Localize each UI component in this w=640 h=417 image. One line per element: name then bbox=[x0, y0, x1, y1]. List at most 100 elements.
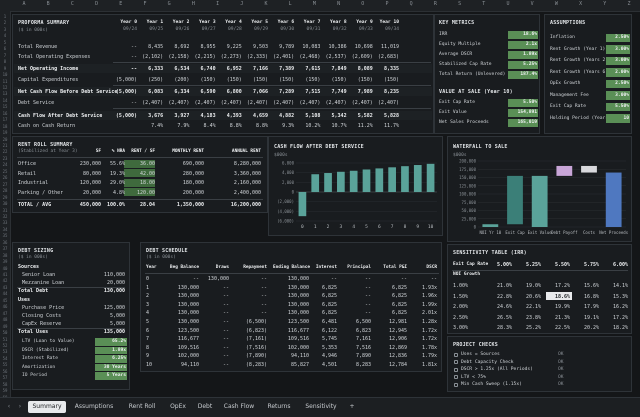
row-header[interactable]: 53 bbox=[2, 349, 8, 355]
row-header[interactable]: 26 bbox=[2, 175, 8, 181]
assumption-cell-bg[interactable] bbox=[606, 68, 630, 77]
row-header[interactable]: 31 bbox=[2, 207, 8, 213]
rent-roll-cell[interactable]: 120.00 bbox=[136, 189, 155, 196]
row-header[interactable]: 37 bbox=[2, 246, 8, 252]
row-header[interactable]: 24 bbox=[2, 162, 8, 168]
column-header[interactable]: D bbox=[95, 1, 99, 7]
rent-cell-bg[interactable] bbox=[124, 178, 155, 187]
row-header[interactable]: 5 bbox=[3, 39, 7, 45]
ratio-value[interactable]: 1.89x bbox=[112, 347, 126, 353]
column-header[interactable]: I bbox=[216, 1, 220, 7]
sheet-tab[interactable]: Returns bbox=[267, 403, 291, 410]
column-header[interactable]: V bbox=[530, 1, 534, 7]
column-header[interactable]: G bbox=[167, 1, 171, 7]
row-header[interactable]: 47 bbox=[2, 310, 8, 316]
sensitivity-cell[interactable]: 25.2% bbox=[525, 325, 541, 331]
column-header[interactable]: E bbox=[119, 1, 123, 7]
ratio-value[interactable]: 6.25% bbox=[112, 356, 126, 361]
checkbox-icon[interactable] bbox=[454, 360, 458, 364]
assumption-value[interactable]: 10 bbox=[623, 115, 629, 121]
column-header[interactable]: X bbox=[579, 1, 583, 7]
column-header[interactable]: Q bbox=[409, 1, 413, 7]
assumption-value[interactable]: 5.50% bbox=[615, 104, 629, 109]
row-header[interactable]: 16 bbox=[2, 110, 8, 116]
row-header[interactable]: 33 bbox=[2, 220, 8, 226]
assumption-cell-bg[interactable] bbox=[606, 91, 630, 100]
scroll-left-icon[interactable]: ‹ bbox=[7, 403, 11, 410]
row-header[interactable]: 34 bbox=[2, 226, 8, 232]
ratio-cell-bg[interactable] bbox=[95, 372, 127, 380]
row-header[interactable]: 22 bbox=[2, 149, 8, 155]
row-header[interactable]: 9 bbox=[3, 65, 7, 71]
assumption-value[interactable]: 3.00% bbox=[615, 58, 629, 63]
sensitivity-cell[interactable]: 24.6% bbox=[496, 304, 512, 310]
sensitivity-cell[interactable]: 19.0% bbox=[525, 283, 541, 289]
sensitivity-cell[interactable]: 17.2% bbox=[612, 314, 628, 321]
sensitivity-cell[interactable]: 22.8% bbox=[496, 293, 512, 300]
checkbox-icon[interactable] bbox=[454, 352, 458, 357]
sensitivity-cell[interactable]: 18.2% bbox=[612, 325, 628, 331]
row-header[interactable]: 54 bbox=[2, 355, 8, 361]
row-header[interactable]: 8 bbox=[3, 59, 7, 65]
column-header[interactable]: S bbox=[458, 1, 462, 7]
row-header[interactable]: 18 bbox=[2, 123, 8, 129]
row-header[interactable]: 45 bbox=[2, 297, 8, 303]
column-header[interactable]: A bbox=[22, 1, 26, 7]
column-header[interactable]: C bbox=[70, 1, 74, 7]
assumption-cell-bg[interactable] bbox=[606, 56, 630, 65]
rent-roll-cell[interactable]: 42.00 bbox=[139, 170, 155, 177]
scroll-right-icon[interactable]: › bbox=[18, 403, 22, 410]
row-header[interactable]: 20 bbox=[2, 136, 8, 142]
sensitivity-cell[interactable]: 22.1% bbox=[525, 304, 541, 310]
column-header[interactable]: F bbox=[143, 1, 147, 7]
row-header[interactable]: 2 bbox=[3, 20, 7, 26]
column-header[interactable]: O bbox=[361, 1, 365, 7]
row-header[interactable]: 35 bbox=[2, 233, 8, 239]
rent-roll-cell[interactable]: 18.00 bbox=[139, 180, 155, 186]
sensitivity-cell[interactable]: 22.5% bbox=[554, 325, 570, 331]
row-header[interactable]: 58 bbox=[2, 381, 8, 387]
column-header[interactable]: N bbox=[337, 1, 341, 7]
assumption-cell-bg[interactable] bbox=[606, 102, 630, 111]
row-header[interactable]: 36 bbox=[2, 239, 8, 245]
row-header[interactable]: 48 bbox=[2, 317, 8, 323]
sheet-tab[interactable]: Cash Flow bbox=[223, 403, 255, 410]
row-header[interactable]: 55 bbox=[2, 362, 8, 368]
sensitivity-cell[interactable]: 19.1% bbox=[583, 314, 599, 321]
row-header[interactable]: 3 bbox=[3, 26, 7, 32]
column-header[interactable]: R bbox=[433, 1, 437, 7]
sensitivity-cell[interactable]: 14.1% bbox=[612, 283, 628, 289]
row-header[interactable]: 27 bbox=[2, 181, 8, 187]
column-header[interactable]: B bbox=[46, 1, 50, 7]
row-header[interactable]: 52 bbox=[2, 342, 8, 348]
row-header[interactable]: 59 bbox=[2, 388, 8, 394]
checkbox-icon[interactable] bbox=[454, 367, 458, 372]
column-header[interactable]: J bbox=[240, 1, 244, 7]
sensitivity-cell[interactable]: 28.3% bbox=[496, 325, 512, 331]
sheet-tab[interactable]: Assumptions bbox=[74, 403, 114, 410]
ratio-cell-bg[interactable] bbox=[95, 338, 127, 346]
rent-cell-bg[interactable] bbox=[124, 159, 155, 168]
row-header[interactable]: 12 bbox=[2, 84, 8, 90]
row-header[interactable]: 29 bbox=[2, 194, 8, 200]
column-header[interactable]: M bbox=[312, 1, 316, 7]
ratio-cell-bg[interactable] bbox=[95, 363, 127, 371]
row-header[interactable]: 23 bbox=[2, 155, 8, 161]
sensitivity-cell[interactable]: 16.2% bbox=[612, 304, 628, 310]
row-header[interactable]: 15 bbox=[2, 104, 8, 110]
column-header[interactable]: W bbox=[554, 1, 558, 7]
sheet-tab[interactable]: OpEx bbox=[170, 403, 186, 410]
sensitivity-cell[interactable]: 17.2% bbox=[554, 283, 570, 289]
assumption-cell-bg[interactable] bbox=[606, 114, 630, 123]
row-header[interactable]: 46 bbox=[2, 304, 8, 310]
row-header[interactable]: 38 bbox=[2, 252, 8, 258]
column-header[interactable]: H bbox=[191, 1, 195, 7]
sensitivity-cell[interactable]: 21.0% bbox=[496, 283, 512, 289]
column-header[interactable]: L bbox=[288, 1, 292, 7]
ratio-value[interactable]: 65.2% bbox=[112, 339, 126, 344]
row-header[interactable]: 13 bbox=[2, 91, 8, 97]
row-header[interactable]: 49 bbox=[2, 323, 8, 329]
sensitivity-cell[interactable]: 23.8% bbox=[525, 314, 541, 321]
assumption-value[interactable]: 2.50% bbox=[615, 81, 629, 86]
add-sheet-button[interactable]: + bbox=[349, 403, 355, 410]
